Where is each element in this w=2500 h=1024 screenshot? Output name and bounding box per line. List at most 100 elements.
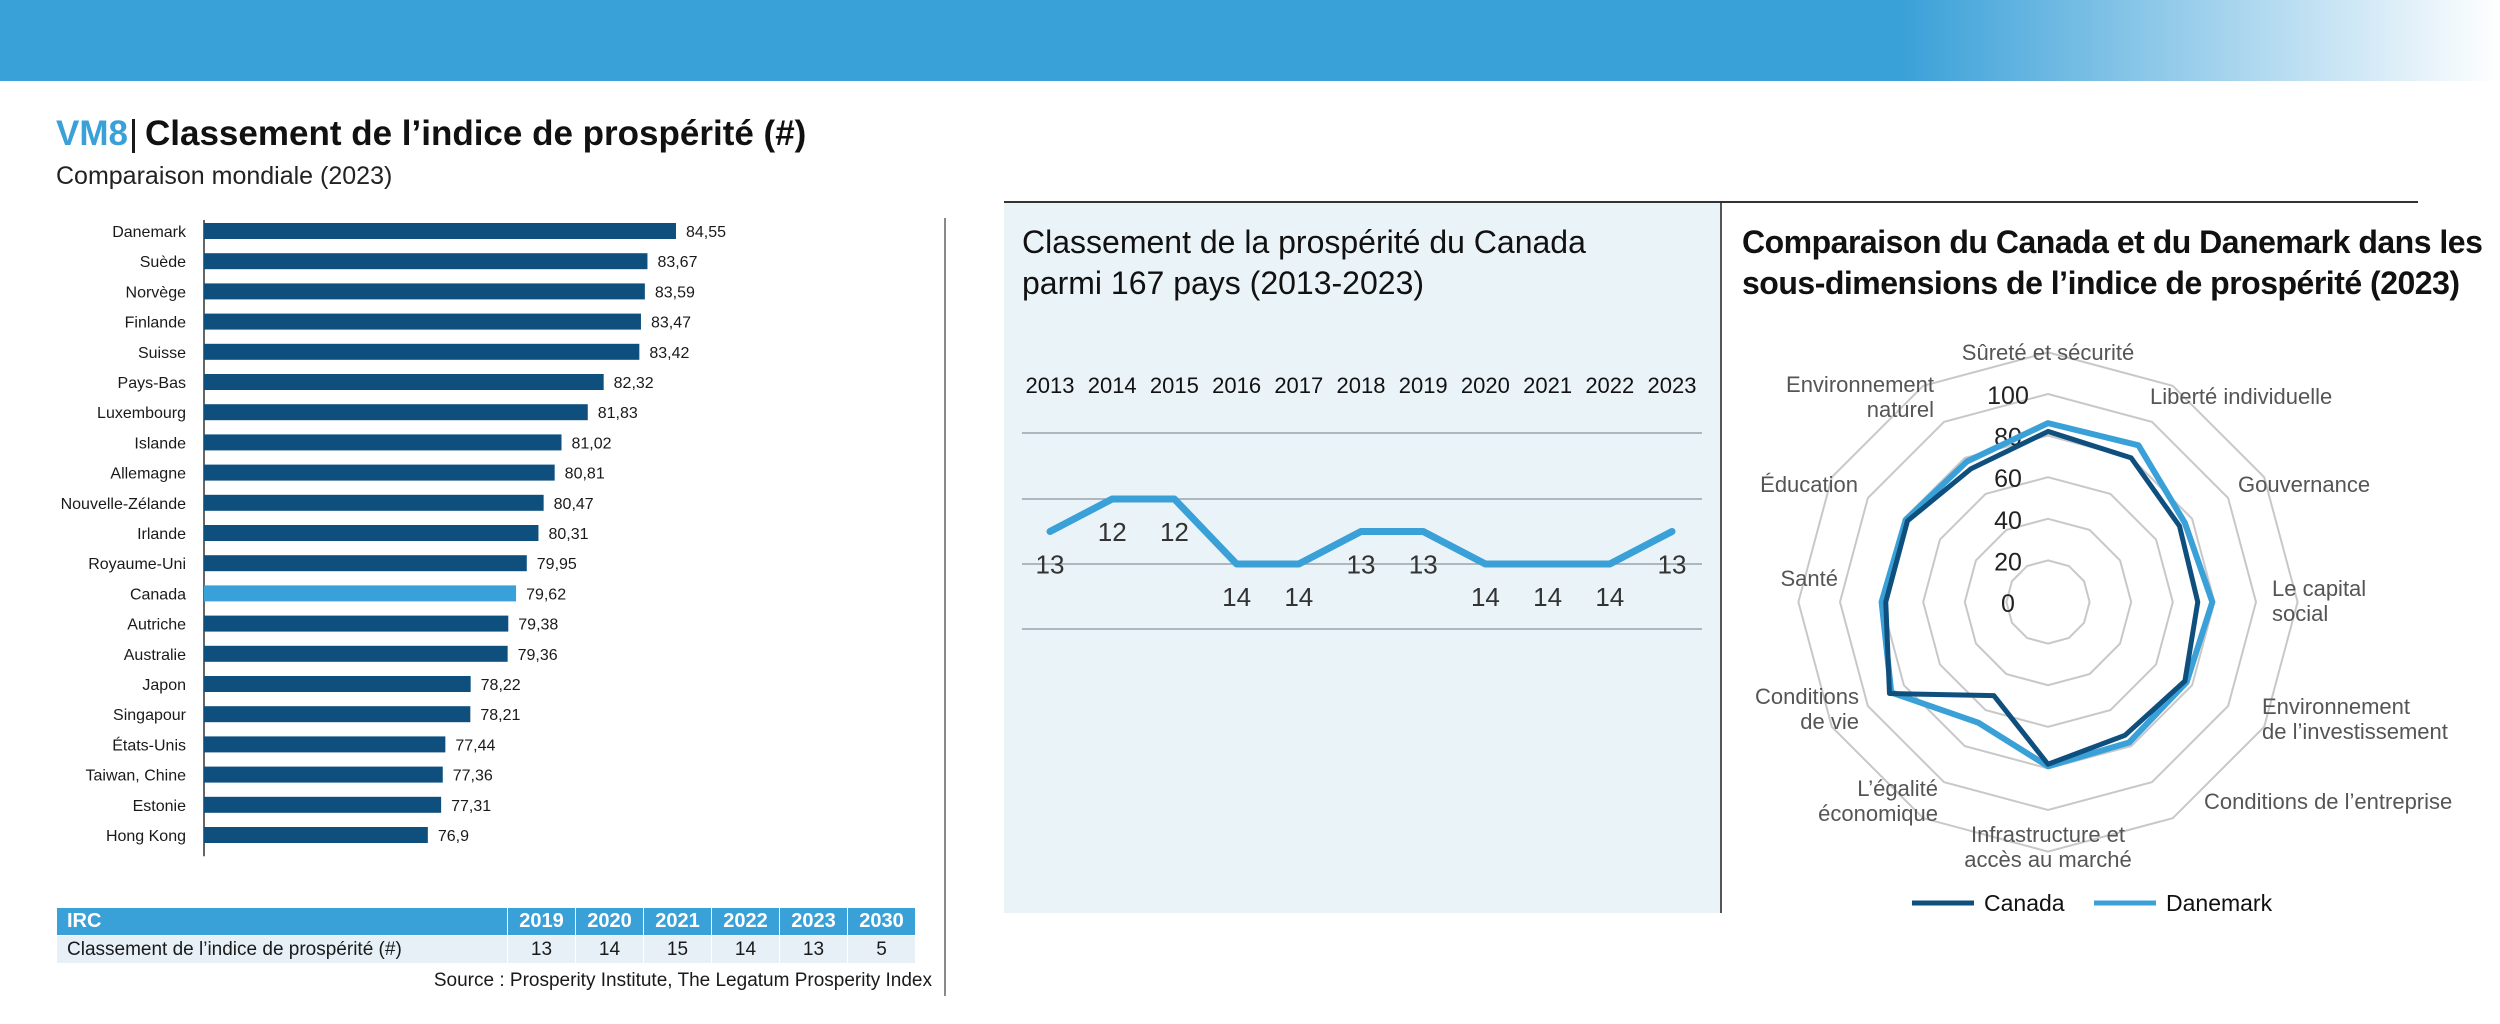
title-separator [132,119,135,153]
bar [204,585,517,602]
data-label: 13 [1409,550,1438,580]
legend-label: Canada [1984,890,2065,916]
bar-category-label: Finlande [125,315,186,332]
data-label: 12 [1098,517,1127,547]
bar-category-label: Estonie [133,798,186,815]
table-year: 2030 [847,907,916,936]
table-header-row: IRC 2019 2020 2021 2022 2023 2030 [56,907,916,936]
bar-chart: Danemark 84,55 Suède 83,67 Norvège 83,59 Finla… [61,220,726,857]
bar [204,283,645,300]
data-label: 14 [1533,582,1562,612]
bar-category-label: Australie [124,647,186,664]
radar-chart-title-line2: sous-dimensions de l’indice de prospérit… [1742,265,2460,301]
radar-axis-label-line: L’égalité [1857,776,1938,801]
bar [204,374,604,390]
table-header-label: IRC [56,907,508,936]
data-label: 12 [1160,517,1189,547]
irc-table: IRC 2019 2020 2021 2022 2023 2030 Classe… [56,907,916,964]
bar-category-label: Taiwan, Chine [86,768,187,785]
page-subtitle: Comparaison mondiale (2023) [56,162,393,190]
radar-axis-label: L’égalité économique [1818,776,1938,826]
radar-grid-ring [1922,476,2174,728]
table-year: 2023 [779,907,848,936]
radar-axis-label-line: Sûreté et sécurité [1962,340,2134,365]
bar [204,313,641,330]
radar-axis-label-line: Environnement [2262,694,2410,719]
bar-category-label: Irlande [137,526,186,543]
radar-axis-label-line: Conditions [1755,684,1859,709]
table-cell: 13 [779,935,848,964]
source-note: Source : Prosperity Institute, The Legat… [433,970,932,991]
bar [204,404,588,421]
line-chart-title-line2: parmi 167 pays (2013-2023) [1022,265,1425,301]
radar-tick-label: 60 [1994,465,2022,493]
bar-value-label: 81,83 [598,405,638,422]
radar-axis-label: Conditions de l’entreprise [2204,789,2452,814]
x-tick-label: 2023 [1648,373,1697,398]
line-chart-title-line1: Classement de la prospérité du Canada [1022,224,1586,260]
x-tick-label: 2022 [1585,373,1634,398]
bar [204,343,640,360]
bar-value-label: 78,22 [481,677,521,694]
data-label: 14 [1471,582,1500,612]
radar-tick-label: 100 [1987,382,2029,410]
bar [204,796,442,813]
table-cell: 14 [711,935,780,964]
radar-axis-label-line: économique [1818,801,1938,826]
bar-category-label: Allemagne [110,466,186,483]
data-label: 13 [1658,550,1687,580]
line-chart-title: Classement de la prospérité du Canada par… [1022,222,1586,304]
radar-axis-label: Liberté individuelle [2150,384,2332,409]
legend-label: Danemark [2166,890,2273,916]
data-label: 13 [1347,550,1376,580]
bar [204,494,544,511]
data-label: 14 [1284,582,1313,612]
bar-value-label: 83,67 [657,254,697,271]
table-row: Classement de l’indice de prospérité (#)… [56,935,916,964]
bar-category-label: États-Unis [112,735,186,754]
bar-value-label: 77,31 [451,798,491,815]
table-year: 2021 [643,907,712,936]
table-row-label: Classement de l’indice de prospérité (#) [56,935,508,964]
radar-axis-label-line: Liberté individuelle [2150,384,2332,409]
bar-category-label: Norvège [126,284,187,301]
x-tick-label: 2013 [1026,373,1075,398]
radar-axis-label-line: de l’investissement [2262,719,2448,744]
radar-axis-label: Conditions de vie [1755,684,1859,734]
bar-category-label: Singapour [113,707,187,724]
radar-axis-label: Éducation [1760,472,1858,497]
radar-series [1883,428,2201,767]
bar [204,223,676,239]
bar [204,706,471,723]
radar-axis-label-line: Infrastructure et [1971,822,2125,847]
bar [204,615,509,632]
radar-axis-label-line: Environnement [1786,372,1934,397]
bar-category-label: Danemark [112,224,187,241]
radar-grid-ring [2005,559,2091,645]
table-cell: 15 [643,935,712,964]
bar-value-label: 83,42 [649,345,689,362]
x-tick-label: 2018 [1337,373,1386,398]
radar-axis-label-line: Conditions de l’entreprise [2204,789,2452,814]
bar-value-label: 83,59 [655,284,695,301]
panel-top-rule [1004,201,2418,203]
x-tick-label: 2019 [1399,373,1448,398]
bar-category-label: Suisse [138,345,186,362]
radar-grid-ring [1838,392,2258,812]
chart-code: VM8 [56,114,128,153]
divider [944,218,946,996]
bar [204,676,471,692]
x-tick-label: 2021 [1523,373,1572,398]
x-tick-label: 2020 [1461,373,1510,398]
data-label: 14 [1222,582,1251,612]
radar-tick-label: 40 [1994,507,2022,535]
bar-category-label: Islande [134,435,186,452]
bar [204,766,443,783]
table-cell: 14 [575,935,644,964]
data-label: 14 [1595,582,1624,612]
radar-axis-label-line: Santé [1781,566,1839,591]
radar-tick-label: 0 [2001,590,2015,618]
bar-category-label: Hong Kong [106,828,186,845]
bar-category-label: Canada [130,586,186,603]
